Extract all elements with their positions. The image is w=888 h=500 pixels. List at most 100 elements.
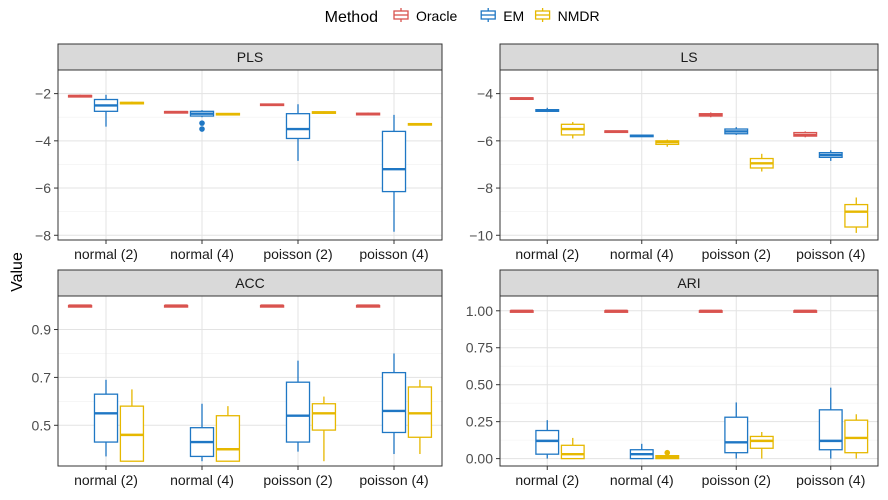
box-em	[285, 104, 311, 161]
box-em	[381, 353, 407, 455]
y-tick-label: 0.25	[466, 414, 493, 430]
y-tick-label: 0.00	[466, 451, 493, 467]
box-oracle	[509, 97, 534, 101]
x-tick-label: poisson (4)	[359, 246, 428, 262]
x-tick-label: normal (4)	[610, 246, 674, 262]
y-tick-label: −8	[35, 227, 51, 243]
x-tick-label: normal (2)	[515, 472, 579, 488]
box-oracle	[604, 309, 629, 313]
box-em	[724, 402, 749, 459]
box-oracle	[163, 304, 189, 308]
box-em	[189, 403, 215, 462]
x-tick-label: normal (2)	[74, 472, 138, 488]
box-nmdr	[560, 121, 585, 139]
box-oracle	[509, 309, 534, 313]
panel-title: ARI	[677, 275, 700, 291]
y-tick-label: −2	[35, 86, 51, 102]
box-nmdr	[749, 432, 774, 459]
box-oracle	[604, 130, 629, 134]
box-body	[93, 393, 119, 443]
x-tick-label: normal (4)	[170, 246, 234, 262]
y-tick-label: 0.7	[32, 369, 52, 385]
box-nmdr	[407, 122, 433, 126]
box-em	[629, 134, 654, 138]
x-tick-label: normal (4)	[170, 472, 234, 488]
x-tick-label: poisson (4)	[796, 246, 865, 262]
legend: Method Oracle EM NMDR	[325, 8, 600, 26]
box-oracle	[67, 94, 93, 98]
legend-title: Method	[325, 9, 378, 26]
box-em	[189, 110, 215, 132]
y-tick-label: 1.00	[466, 303, 493, 319]
box-body	[215, 415, 241, 462]
box-body	[381, 371, 407, 434]
panel-strip	[499, 43, 879, 71]
box-oracle	[698, 112, 723, 118]
box-oracle	[793, 131, 818, 138]
panel-strip	[57, 43, 443, 71]
legend-label-oracle: Oracle	[416, 8, 457, 24]
box-em	[93, 379, 119, 457]
panel-acc: ACC 0.9 0.7 0.5 normal (2) normal (4) poisson …	[32, 269, 443, 488]
box-body	[818, 409, 843, 451]
x-tick-label: poisson (4)	[796, 472, 865, 488]
x-tick-label: normal (2)	[74, 246, 138, 262]
box-nmdr	[844, 414, 869, 459]
box-body	[311, 403, 337, 431]
y-tick-label: −10	[469, 227, 493, 243]
y-tick-label: 0.75	[466, 340, 493, 356]
y-tick-label: 0.9	[32, 322, 52, 338]
box-body	[535, 429, 560, 455]
box-em	[818, 387, 843, 459]
x-tick-label: poisson (4)	[359, 472, 428, 488]
panel-ari: ARI 1.00 0.75 0.50 0.25 0.00 normal (2) normal …	[466, 269, 879, 488]
box-nmdr	[407, 379, 433, 455]
legend-item-nmdr: NMDR	[534, 8, 600, 24]
panel-title: LS	[680, 49, 697, 65]
panels: PLS −2 −4 −6 −8 normal (2) normal (4) poisson (…	[32, 43, 879, 488]
box-em	[535, 420, 560, 459]
box-nmdr	[655, 139, 680, 147]
box-oracle	[259, 304, 285, 308]
panel-strip	[499, 269, 879, 297]
y-tick-label: −4	[477, 86, 493, 102]
x-tick-label: poisson (2)	[263, 246, 332, 262]
y-tick-label: −6	[35, 180, 51, 196]
box-nmdr	[119, 101, 145, 105]
outlier-point	[199, 126, 205, 132]
box-oracle	[698, 309, 723, 313]
panel-title: ACC	[235, 275, 265, 291]
box-oracle	[793, 309, 818, 313]
x-tick-label: poisson (2)	[702, 246, 771, 262]
box-oracle	[259, 103, 285, 107]
x-tick-label: normal (4)	[610, 472, 674, 488]
panel-pls: PLS −2 −4 −6 −8 normal (2) normal (4) poisson (…	[35, 43, 443, 262]
box-body	[285, 113, 311, 140]
outlier-point	[199, 120, 205, 126]
box-nmdr	[311, 396, 337, 462]
box-oracle	[67, 304, 93, 308]
y-tick-label: 0.5	[32, 417, 52, 433]
box-nmdr	[844, 197, 869, 233]
box-em	[93, 94, 119, 127]
box-nmdr	[215, 112, 241, 116]
y-tick-label: −8	[477, 180, 493, 196]
box-em	[818, 150, 843, 161]
y-tick-label: −4	[35, 133, 51, 149]
panel-border	[499, 295, 879, 467]
box-body	[844, 419, 869, 454]
legend-label-nmdr: NMDR	[558, 8, 600, 24]
box-oracle	[163, 110, 189, 114]
box-body	[749, 435, 774, 449]
box-body	[560, 444, 585, 460]
y-axis-label: Value	[9, 252, 26, 292]
legend-label-em: EM	[503, 8, 524, 24]
x-tick-label: normal (2)	[515, 246, 579, 262]
box-nmdr	[215, 406, 241, 462]
plot-area	[500, 296, 878, 466]
panel-title: PLS	[237, 49, 263, 65]
panel-border	[57, 295, 443, 467]
x-tick-label: poisson (2)	[263, 472, 332, 488]
